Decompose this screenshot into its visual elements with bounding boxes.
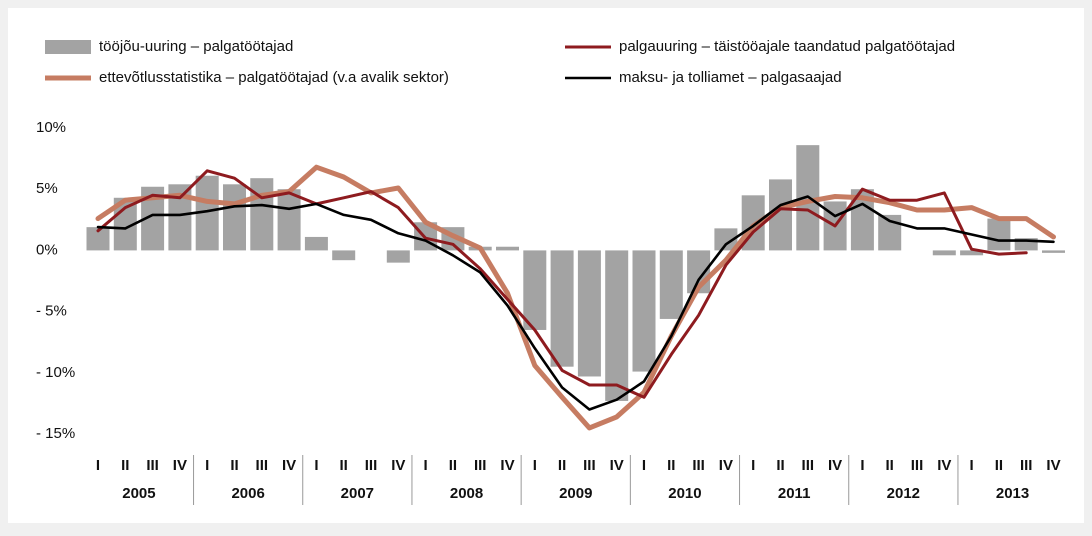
bar (577, 250, 601, 377)
bar (605, 250, 629, 401)
x-tick-label: II (449, 457, 457, 474)
x-tick-label: II (340, 457, 348, 474)
x-tick-label: III (583, 457, 596, 474)
x-tick-label: IV (282, 457, 296, 474)
y-tick-label: 0% (36, 241, 58, 258)
x-tick-label: III (1020, 457, 1033, 474)
x-tick-label: II (886, 457, 894, 474)
bar (714, 228, 738, 251)
bar (987, 218, 1011, 251)
x-tick-label: I (642, 457, 646, 474)
bar (332, 250, 356, 261)
x-tick-label: I (860, 457, 864, 474)
bar (86, 227, 110, 251)
x-tick-label: II (776, 457, 784, 474)
x-tick-label: I (96, 457, 100, 474)
legend-label: tööjõu-uuring – palgatöötajad (99, 38, 293, 55)
x-tick-label: II (230, 457, 238, 474)
x-tick-label: IV (937, 457, 951, 474)
y-tick-label: - 10% (36, 364, 75, 381)
x-tick-label: II (121, 457, 129, 474)
x-tick-label: I (970, 457, 974, 474)
x-tick-label: IV (391, 457, 405, 474)
year-label: 2011 (778, 485, 811, 502)
y-tick-label: 5% (36, 180, 58, 197)
year-label: 2013 (996, 485, 1029, 502)
line (96, 195, 1055, 411)
bar (141, 186, 165, 251)
x-tick-label: III (474, 457, 487, 474)
year-label: 2005 (122, 485, 155, 502)
bar (960, 250, 984, 256)
line (96, 169, 1028, 399)
bar (250, 178, 274, 251)
bar (659, 250, 683, 319)
x-tick-label: III (146, 457, 159, 474)
year-label: 2006 (231, 485, 264, 502)
x-tick-label: I (424, 457, 428, 474)
bar (550, 250, 574, 367)
bar (932, 250, 956, 256)
bar (223, 184, 246, 251)
year-label: 2010 (668, 485, 701, 502)
x-tick-label: II (995, 457, 1003, 474)
line (95, 164, 1056, 431)
year-label: 2008 (450, 485, 483, 502)
x-tick-label: I (533, 457, 537, 474)
bar (304, 236, 328, 251)
x-tick-label: III (802, 457, 815, 474)
bar (496, 246, 519, 251)
year-label: 2009 (559, 485, 592, 502)
x-tick-label: III (692, 457, 705, 474)
bar (632, 250, 656, 372)
bar (195, 175, 219, 251)
x-tick-label: III (365, 457, 378, 474)
legend-label: maksu- ja tolliamet – palgasaajad (619, 69, 842, 86)
x-tick-label: III (911, 457, 924, 474)
year-label: 2007 (341, 485, 374, 502)
year-label: 2012 (887, 485, 920, 502)
bar (277, 189, 301, 251)
x-tick-label: I (205, 457, 209, 474)
x-tick-label: IV (1046, 457, 1060, 474)
y-tick-label: - 5% (36, 303, 67, 320)
y-tick-label: - 15% (36, 425, 75, 442)
x-tick-label: IV (500, 457, 514, 474)
bar (168, 184, 192, 251)
x-tick-label: I (751, 457, 755, 474)
bar (769, 179, 792, 251)
bar (1042, 250, 1065, 253)
x-tick-label: IV (173, 457, 187, 474)
legend-label: ettevõtlusstatistika – palgatöötajad (v.… (99, 69, 449, 86)
bar (386, 250, 410, 263)
x-tick-label: IV (719, 457, 733, 474)
x-tick-label: IV (610, 457, 624, 474)
x-tick-label: III (256, 457, 269, 474)
x-tick-label: I (314, 457, 318, 474)
x-tick-label: IV (828, 457, 842, 474)
x-tick-label: II (558, 457, 566, 474)
y-tick-label: 10% (36, 119, 66, 136)
legend-swatch (45, 40, 91, 54)
bar (850, 189, 874, 251)
bar (523, 250, 547, 330)
x-tick-label: II (667, 457, 675, 474)
legend-label: palgauuring – täistööajale taandatud pal… (619, 38, 955, 55)
